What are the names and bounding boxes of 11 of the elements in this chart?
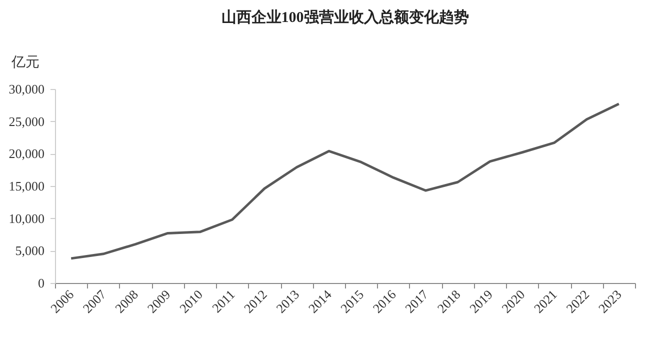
chart-title: 山西企业100强营业收入总额变化趋势 <box>221 8 469 26</box>
y-tick-label: 30,000 <box>8 82 44 96</box>
y-tick-label: 0 <box>38 276 44 290</box>
x-tick-label: 2011 <box>209 286 238 316</box>
y-tick-label: 15,000 <box>8 178 44 194</box>
y-tick-label: 25,000 <box>8 114 44 129</box>
y-tick-label: 20,000 <box>8 146 44 162</box>
y-axis-title: 亿元 <box>10 54 40 70</box>
line-series <box>70 102 620 260</box>
y-tick-label: 5,000 <box>15 243 44 258</box>
y-tick-label: 10,000 <box>8 210 44 226</box>
